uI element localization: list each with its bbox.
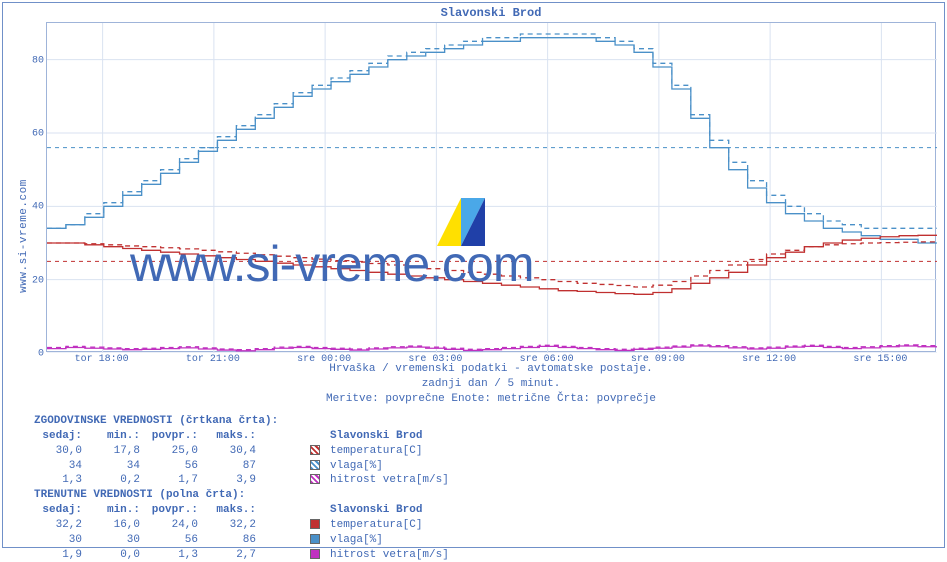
legend-val: 1,3: [34, 473, 92, 488]
legend-val: 34: [34, 459, 92, 474]
caption-line: zadnji dan / 5 minut.: [46, 377, 936, 392]
y-axis-labels: 020406080: [28, 24, 44, 354]
y-tick-label: 40: [32, 202, 44, 213]
legend-val: 56: [150, 533, 208, 548]
legend-swatch-icon: [310, 474, 320, 484]
legend-val: 1,7: [150, 473, 208, 488]
y-tick-label: 20: [32, 275, 44, 286]
legend-val: 86: [208, 533, 266, 548]
legend-col: sedaj:: [34, 429, 92, 444]
legend-val: 30: [34, 533, 92, 548]
legend-station: Slavonski Brod: [324, 503, 459, 518]
plot: [46, 22, 936, 352]
legend-col: maks.:: [208, 429, 266, 444]
legend-val: 25,0: [150, 444, 208, 459]
legend-swatch-icon: [310, 519, 320, 529]
legend-header: ZGODOVINSKE VREDNOSTI (črtkana črta):: [34, 414, 459, 429]
chart-title: Slavonski Brod: [46, 6, 936, 20]
legend-val: 0,2: [92, 473, 150, 488]
y-tick-label: 80: [32, 55, 44, 66]
chart-caption: Hrvaška / vremenski podatki - avtomatske…: [46, 362, 936, 407]
legend-col: sedaj:: [34, 503, 92, 518]
legend-val: 17,8: [92, 444, 150, 459]
legend-val: 87: [208, 459, 266, 474]
legend-col: maks.:: [208, 503, 266, 518]
legend-label: temperatura[C]: [324, 444, 459, 459]
legend-block: ZGODOVINSKE VREDNOSTI (črtkana črta):sed…: [34, 414, 459, 562]
legend-val: 30,0: [34, 444, 92, 459]
legend-table: sedaj:min.:povpr.:maks.: Slavonski Brod 30…: [34, 429, 459, 488]
legend-table: sedaj:min.:povpr.:maks.: Slavonski Brod 32…: [34, 503, 459, 562]
y-tick-label: 0: [38, 349, 44, 360]
legend-col: povpr.:: [150, 503, 208, 518]
y-tick-label: 60: [32, 129, 44, 140]
legend-swatch-icon: [310, 534, 320, 544]
legend-station: Slavonski Brod: [324, 429, 459, 444]
legend-val: 3,9: [208, 473, 266, 488]
chart-area: Slavonski Brod tor 18:00tor 21:00sre 00:…: [46, 6, 936, 382]
legend-col: povpr.:: [150, 429, 208, 444]
legend-label: vlaga[%]: [324, 533, 459, 548]
legend-label: temperatura[C]: [324, 518, 459, 533]
legend-val: 32,2: [34, 518, 92, 533]
plot-svg: [47, 23, 937, 353]
legend-swatch-icon: [310, 460, 320, 470]
legend-val: 34: [92, 459, 150, 474]
legend-val: 16,0: [92, 518, 150, 533]
legend-col: min.:: [92, 503, 150, 518]
legend-label: vlaga[%]: [324, 459, 459, 474]
legend-swatch-icon: [310, 445, 320, 455]
legend-val: 56: [150, 459, 208, 474]
legend-col: min.:: [92, 429, 150, 444]
legend-header: TRENUTNE VREDNOSTI (polna črta):: [34, 488, 459, 503]
caption-line: Hrvaška / vremenski podatki - avtomatske…: [46, 362, 936, 377]
legend-val: 24,0: [150, 518, 208, 533]
legend-swatch-icon: [310, 549, 320, 559]
legend-label: hitrost vetra[m/s]: [324, 473, 459, 488]
legend-val: 32,2: [208, 518, 266, 533]
legend-val: 30: [92, 533, 150, 548]
legend-val: 30,4: [208, 444, 266, 459]
caption-line: Meritve: povprečne Enote: metrične Črta:…: [46, 392, 936, 407]
